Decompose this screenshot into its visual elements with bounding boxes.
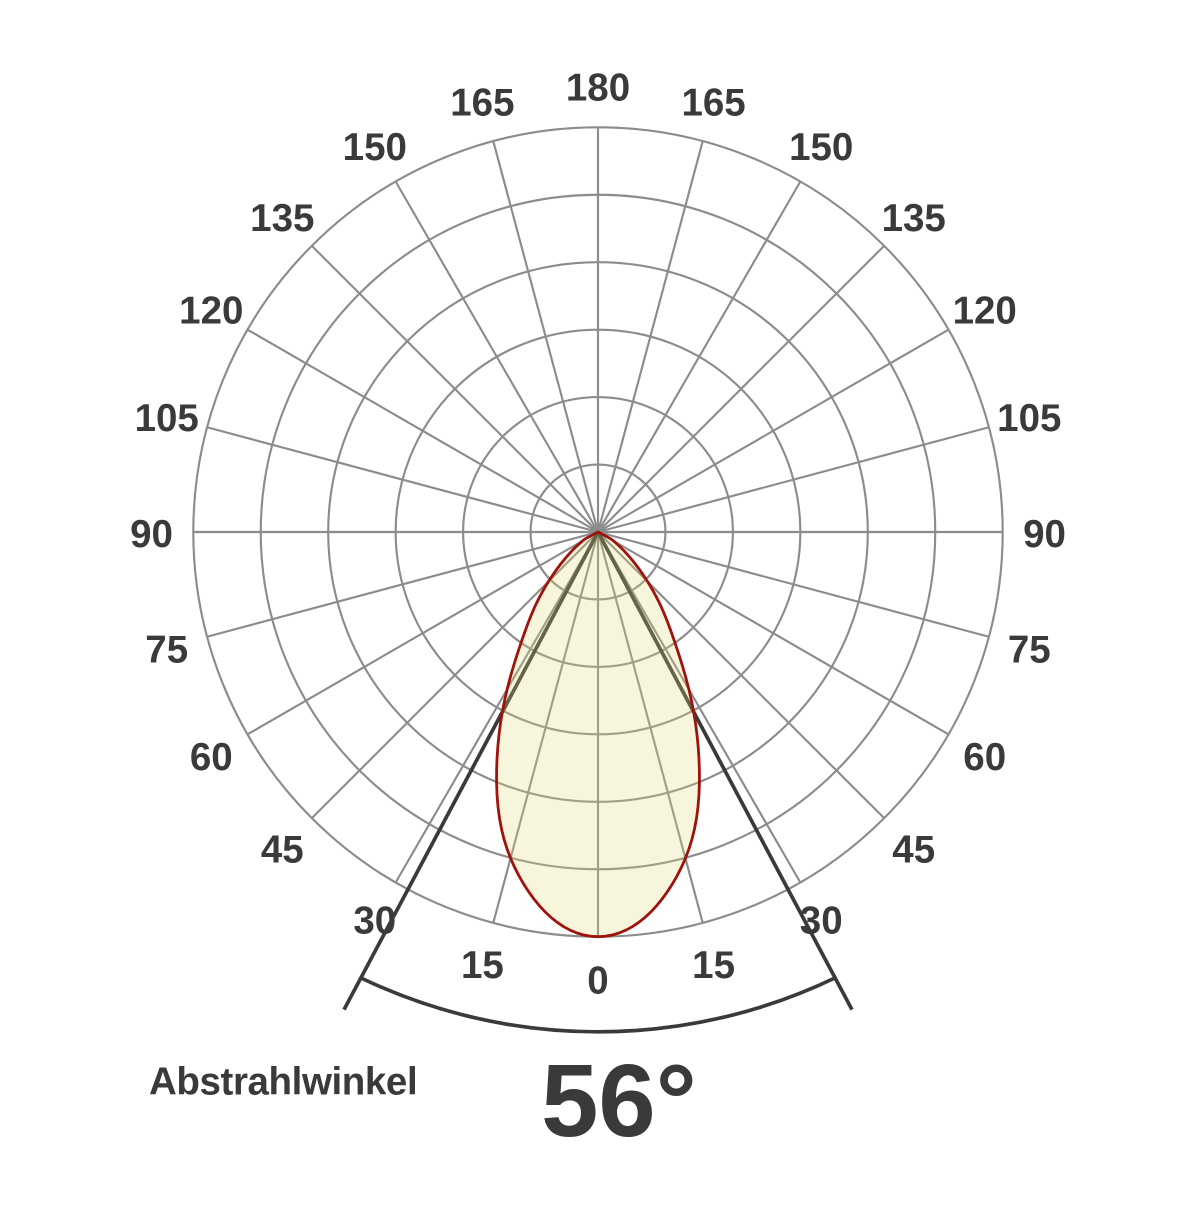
svg-text:75: 75 — [145, 628, 188, 671]
svg-text:45: 45 — [892, 829, 935, 872]
svg-text:120: 120 — [953, 290, 1017, 333]
svg-text:60: 60 — [963, 736, 1006, 779]
svg-text:60: 60 — [190, 736, 233, 779]
svg-text:135: 135 — [250, 197, 314, 240]
svg-text:150: 150 — [789, 126, 853, 169]
svg-text:45: 45 — [261, 829, 304, 872]
svg-text:135: 135 — [882, 197, 946, 240]
svg-text:165: 165 — [450, 82, 514, 125]
svg-text:120: 120 — [179, 290, 243, 333]
svg-text:180: 180 — [566, 66, 630, 109]
svg-text:90: 90 — [1023, 513, 1066, 556]
svg-text:15: 15 — [692, 944, 735, 987]
svg-text:105: 105 — [135, 397, 199, 440]
svg-text:165: 165 — [681, 82, 745, 125]
svg-text:15: 15 — [461, 944, 504, 987]
svg-text:Abstrahlwinkel: Abstrahlwinkel — [149, 1061, 417, 1104]
svg-text:90: 90 — [130, 513, 173, 556]
svg-text:0: 0 — [587, 959, 608, 1002]
svg-text:75: 75 — [1008, 628, 1051, 671]
svg-text:56°: 56° — [541, 1043, 697, 1158]
svg-text:150: 150 — [343, 126, 407, 169]
svg-text:30: 30 — [800, 900, 843, 943]
svg-text:30: 30 — [353, 900, 396, 943]
svg-text:105: 105 — [997, 397, 1061, 440]
